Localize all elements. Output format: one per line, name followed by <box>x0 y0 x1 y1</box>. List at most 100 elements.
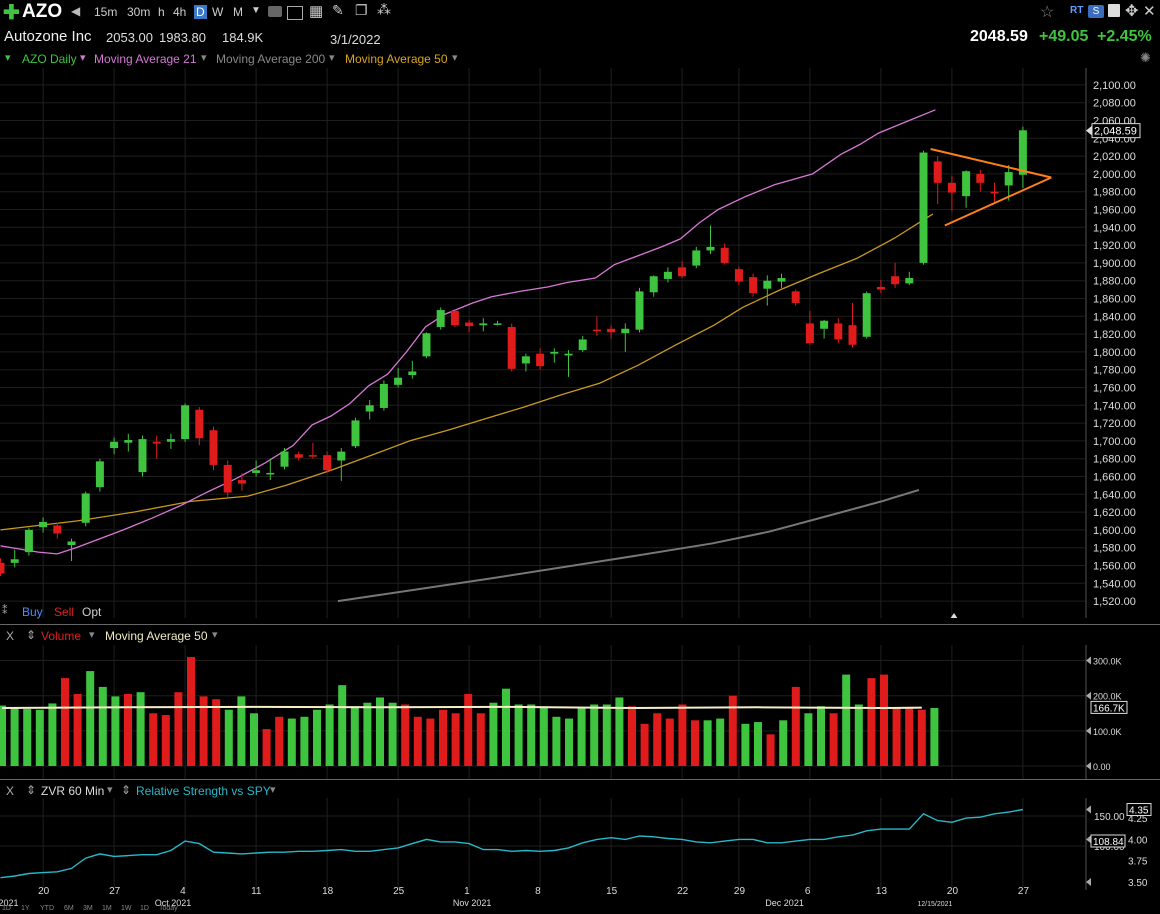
range-button-3[interactable]: 6M <box>64 905 74 912</box>
candle-up <box>81 493 90 523</box>
volume-bar <box>149 713 158 766</box>
price-tick-label: 1,900.00 <box>1093 258 1136 270</box>
candle-down <box>933 161 942 183</box>
save-icon[interactable] <box>1108 4 1120 17</box>
rs-move-icon[interactable]: ⇕ <box>26 783 37 797</box>
candle-up <box>166 439 175 442</box>
rs-close-button[interactable]: X <box>6 784 15 798</box>
volume-bar <box>766 734 775 766</box>
rs-left-current-box <box>1090 834 1126 848</box>
rs-menu-icon[interactable]: ▾ <box>270 784 276 796</box>
pane-divider-2[interactable] <box>0 779 1160 780</box>
ma21-menu-icon[interactable]: ▾ <box>201 52 207 64</box>
volume-bar <box>300 716 309 766</box>
timeframe-15m[interactable]: 15m <box>94 5 118 19</box>
candle-up <box>379 383 388 408</box>
rs-move-icon-2[interactable]: ⇕ <box>121 783 132 797</box>
candle-up <box>706 246 715 251</box>
candle-down <box>976 173 985 183</box>
candle-up <box>266 472 275 475</box>
range-button-5[interactable]: 1M <box>102 905 112 912</box>
volume-bar <box>174 692 183 766</box>
volume-bar <box>779 720 788 766</box>
symbol-label[interactable]: AZO <box>22 1 63 22</box>
volume-ma-menu-icon[interactable]: ▾ <box>212 629 218 641</box>
rs-chart[interactable]: 150.00100.004.254.003.753.504.35108.8420… <box>0 798 1160 914</box>
volume-tick-pointer-icon <box>1086 691 1091 700</box>
volume-label[interactable]: Volume <box>41 629 82 643</box>
range-button-6[interactable]: 1W <box>121 905 132 912</box>
company-name: Autozone Inc <box>4 28 92 45</box>
share-icon[interactable]: ◀ <box>71 4 81 18</box>
range-button-1[interactable]: 1Y <box>21 905 30 912</box>
series-dropdown-icon[interactable]: ▾ <box>5 52 11 64</box>
price-tick-label: 1,780.00 <box>1093 365 1136 377</box>
header-date: 3/1/2022 <box>330 32 381 47</box>
volume-chart[interactable]: 300.0K 200.0K 100.0K 0.00 166.7K <box>0 645 1160 780</box>
zvr-label[interactable]: ZVR 60 Min <box>41 784 105 798</box>
chart-type-icon[interactable] <box>268 6 282 17</box>
legend-ma50[interactable]: Moving Average 50 <box>345 52 448 66</box>
zvr-menu-icon[interactable]: ▾ <box>107 784 113 796</box>
rs-label[interactable]: Relative Strength vs SPY <box>136 784 271 798</box>
timeframe-h[interactable]: h <box>158 5 165 19</box>
volume-bar <box>250 713 258 766</box>
candle-up <box>962 171 971 197</box>
rs-right-tick-label: 4.25 <box>1128 814 1148 825</box>
buy-button[interactable]: Buy <box>22 605 43 619</box>
last-price-box <box>1091 123 1141 139</box>
sell-button[interactable]: Sell <box>54 605 75 619</box>
candle-down <box>308 455 317 457</box>
volume-bar <box>817 706 825 766</box>
timeframe-m[interactable]: M <box>233 5 243 19</box>
volume-bar <box>880 674 888 766</box>
timeframe-d[interactable]: D <box>194 5 207 19</box>
settings-palette-icon[interactable]: ✺ <box>1140 50 1151 65</box>
move-icon[interactable]: ✥ <box>1125 3 1139 20</box>
compare-icon[interactable] <box>287 6 303 20</box>
volume-bar <box>464 693 473 766</box>
candle-up <box>365 405 374 412</box>
options-button[interactable]: Opt <box>82 605 102 619</box>
candle-up <box>635 291 644 330</box>
timeframe-4h[interactable]: 4h <box>173 5 187 19</box>
timeframe-30m[interactable]: 30m <box>127 5 151 19</box>
grid-calc-icon[interactable]: ▦ <box>309 3 324 20</box>
draw-pen-icon[interactable]: ✎ <box>332 2 344 18</box>
pane-divider[interactable] <box>0 624 1160 625</box>
timeframe-w[interactable]: W <box>212 5 224 19</box>
candle-down <box>678 267 687 277</box>
range-button-7[interactable]: 1D <box>140 905 149 912</box>
legend-ma21[interactable]: Moving Average 21 <box>94 52 197 66</box>
legend-ma200[interactable]: Moving Average 200 <box>216 52 326 66</box>
range-button-8[interactable]: Today <box>159 905 178 912</box>
ma200-menu-icon[interactable]: ▾ <box>329 52 335 64</box>
legend-series[interactable]: AZO Daily <box>22 52 77 66</box>
range-button-2[interactable]: YTD <box>40 905 54 912</box>
candle-down <box>720 247 729 263</box>
volume-ma-label[interactable]: Moving Average 50 <box>105 629 208 643</box>
price-chart[interactable]: 2,100.002,080.002,060.002,040.002,020.00… <box>0 68 1160 618</box>
close-icon[interactable]: ✕ <box>1143 3 1156 20</box>
range-button-0[interactable]: 1D <box>2 905 11 912</box>
volume-bar <box>577 708 586 766</box>
share-nodes-icon[interactable]: ⁂ <box>377 1 391 17</box>
favorite-star-icon[interactable]: ☆ <box>1040 4 1055 21</box>
range-button-4[interactable]: 3M <box>83 905 93 912</box>
price-tick-label: 2,100.00 <box>1093 80 1136 92</box>
ma21-dropdown-icon[interactable]: ▾ <box>80 52 86 64</box>
realtime-icon[interactable]: RT <box>1070 5 1084 16</box>
stocks-icon[interactable]: S <box>1088 5 1104 18</box>
volume-close-button[interactable]: X <box>6 629 15 643</box>
copy-icon[interactable]: ❐ <box>355 2 368 18</box>
volume-bar <box>678 704 687 766</box>
ma50-menu-icon[interactable]: ▾ <box>452 52 458 64</box>
trade-handle-icon[interactable]: ⁑ <box>2 605 8 617</box>
add-symbol-icon[interactable]: ✚ <box>3 2 20 24</box>
volume-move-icon[interactable]: ⇕ <box>26 628 37 642</box>
volume-menu-icon[interactable]: ▾ <box>89 629 95 641</box>
candle-up <box>649 276 658 293</box>
rs-right-tick-label: 4.00 <box>1128 835 1148 846</box>
volume-bar <box>867 678 876 766</box>
timeframe-dropdown-icon[interactable]: ▼ <box>251 5 261 16</box>
